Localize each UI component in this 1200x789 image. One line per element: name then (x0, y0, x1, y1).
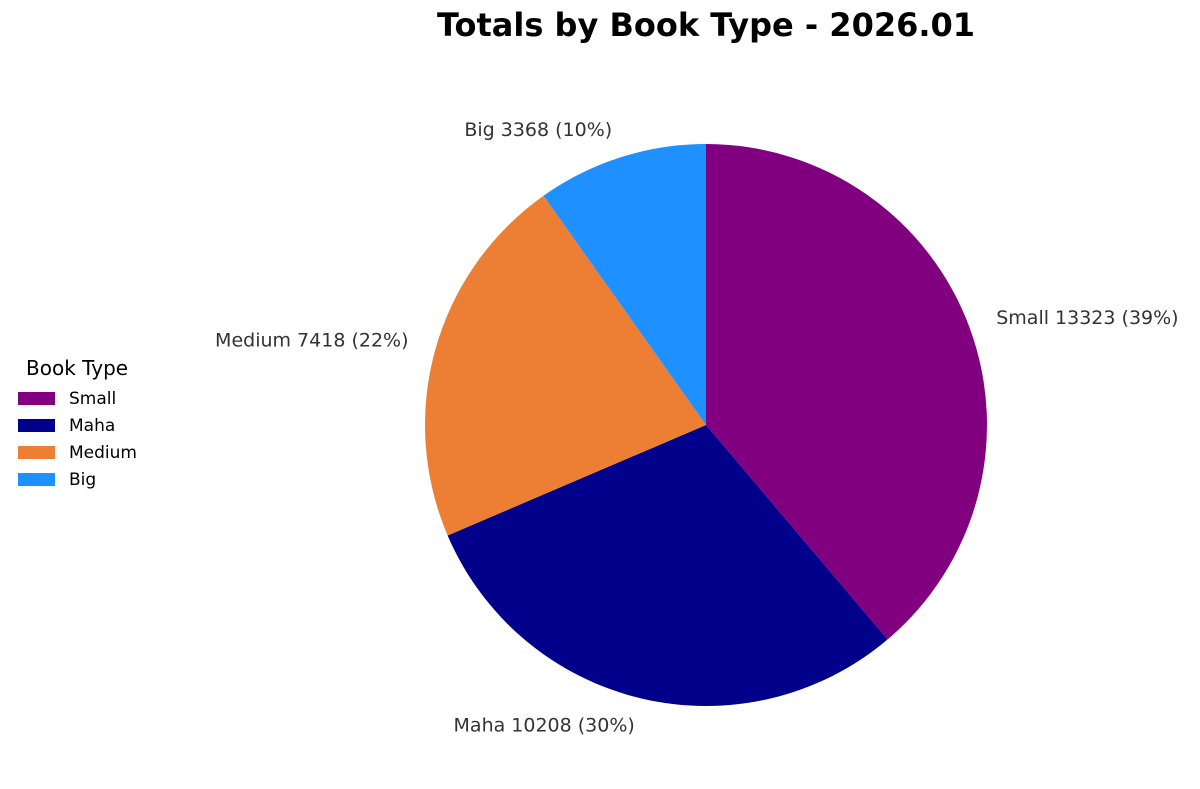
chart-title: Totals by Book Type - 2026.01 (436, 6, 976, 44)
pie-slices (424, 144, 987, 706)
legend-label: Medium (69, 442, 137, 463)
pie-slice-small (706, 144, 987, 640)
slice-label-small: Small 13323 (39%) (996, 307, 1178, 329)
legend-swatch (18, 446, 55, 459)
legend-item-big: Big (18, 466, 137, 493)
legend-label: Maha (69, 415, 116, 436)
legend-swatch (18, 419, 55, 432)
legend-item-medium: Medium (18, 439, 137, 466)
slice-label-maha: Maha 10208 (30%) (454, 714, 635, 736)
slice-label-medium: Medium 7418 (22%) (215, 330, 408, 352)
pie-slice-big (543, 144, 706, 425)
slice-label-big: Big 3368 (10%) (464, 119, 612, 141)
legend-swatch (18, 473, 55, 486)
legend-label: Big (69, 469, 97, 490)
legend-swatch (18, 392, 55, 405)
pie-labels: Small 13323 (39%) Maha 10208 (30%) Medium … (215, 119, 1179, 736)
legend-item-maha: Maha (18, 412, 137, 439)
legend-items: Small Maha Medium Big (18, 385, 137, 493)
legend: Book Type Small Maha Medium Big (18, 356, 137, 493)
legend-title: Book Type (26, 356, 129, 380)
legend-label: Small (69, 388, 117, 409)
pie-slice-maha (447, 425, 888, 706)
pie-slice-medium (424, 195, 706, 536)
legend-item-small: Small (18, 385, 137, 412)
